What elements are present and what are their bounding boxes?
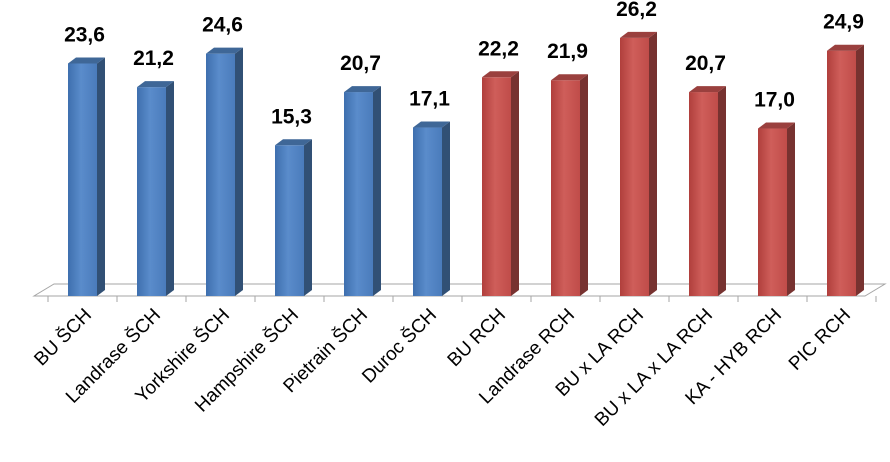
floor-plane xyxy=(32,283,887,297)
value-label: 23,6 xyxy=(64,23,105,46)
bar-side xyxy=(649,31,657,297)
bar-top xyxy=(137,81,174,88)
bar-front xyxy=(551,80,580,296)
bar-side xyxy=(97,57,105,297)
bar xyxy=(137,81,174,296)
bars-group xyxy=(68,31,864,297)
bar-top xyxy=(413,121,450,128)
bar xyxy=(344,86,381,296)
bar xyxy=(68,57,105,297)
bar-side xyxy=(856,44,864,296)
bar-top xyxy=(827,44,864,51)
bar-top xyxy=(689,86,726,93)
bar xyxy=(827,44,864,296)
bar-top xyxy=(551,74,588,81)
bar-front xyxy=(68,63,97,297)
value-label: 15,3 xyxy=(271,105,312,128)
bar-front xyxy=(758,128,787,296)
bar-front xyxy=(827,50,856,296)
value-label: 21,9 xyxy=(547,40,588,63)
bar-top xyxy=(68,57,105,64)
bar-front xyxy=(413,127,442,297)
value-label: 20,7 xyxy=(685,52,726,75)
value-labels-group: 23,6 21,2 24,6 15,3 20,7 17,1 22,2 21,9 26,2 20,7… xyxy=(64,0,864,128)
value-label: 17,1 xyxy=(409,88,450,111)
bar-side xyxy=(235,47,243,297)
bar-side xyxy=(580,74,588,296)
bar-top xyxy=(275,139,312,146)
category-label: BU x LA x LA RCH xyxy=(591,305,717,431)
bar-front xyxy=(344,92,373,296)
bar xyxy=(620,31,657,297)
bar xyxy=(206,47,243,297)
bar-side xyxy=(718,86,726,296)
category-label: PIC RCH xyxy=(785,305,855,375)
bar-front xyxy=(275,145,304,296)
bar-top xyxy=(620,31,657,38)
bar-side xyxy=(304,139,312,296)
value-label: 20,7 xyxy=(340,52,381,75)
category-label: Duroc ŠCH xyxy=(358,304,441,387)
bar-front xyxy=(620,37,649,297)
bar-front xyxy=(689,92,718,296)
value-label: 17,0 xyxy=(754,89,795,112)
bar-top xyxy=(758,122,795,129)
bar xyxy=(689,86,726,296)
bar-side xyxy=(511,71,519,297)
value-label: 21,2 xyxy=(133,47,174,70)
bar xyxy=(551,74,588,296)
bar-front xyxy=(137,87,166,296)
bar-top xyxy=(206,47,243,54)
bar xyxy=(758,122,795,296)
value-label: 24,6 xyxy=(202,14,243,37)
bar-top xyxy=(344,86,381,93)
bar-side xyxy=(787,122,795,296)
value-label: 26,2 xyxy=(616,0,657,21)
category-label: BU RCH xyxy=(444,305,510,371)
category-label: BU ŠCH xyxy=(30,304,96,370)
bar-front xyxy=(482,77,511,297)
value-label: 22,2 xyxy=(478,37,519,60)
bar xyxy=(413,121,450,297)
bar-side xyxy=(442,121,450,297)
chart-floor xyxy=(32,283,887,302)
bar-side xyxy=(166,81,174,296)
bar-side xyxy=(373,86,381,296)
bar xyxy=(275,139,312,296)
bar-front xyxy=(206,53,235,297)
value-label: 24,9 xyxy=(823,11,864,34)
bar xyxy=(482,71,519,297)
bar-top xyxy=(482,71,519,78)
